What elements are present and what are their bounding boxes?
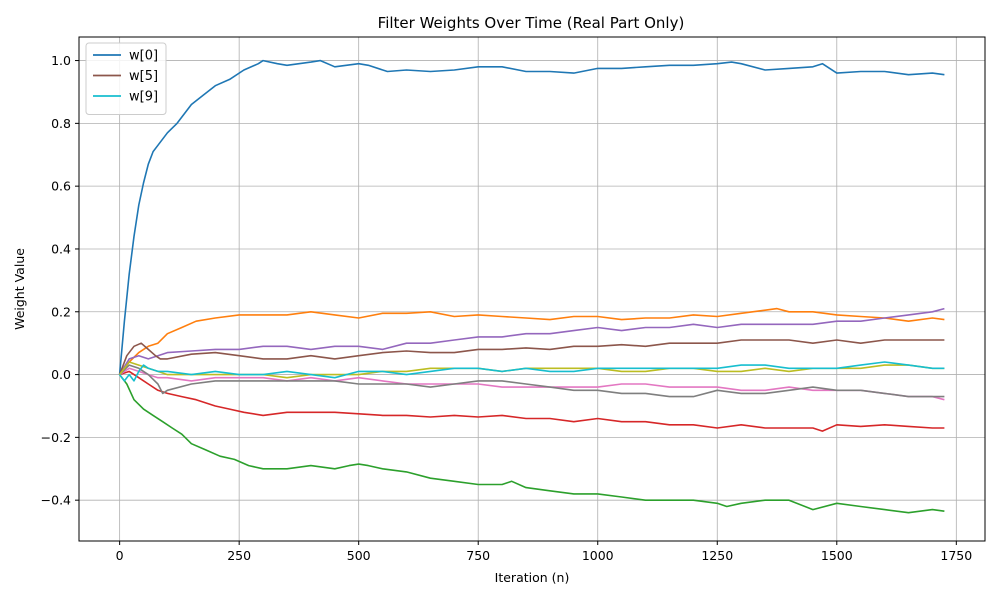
series-line-3 <box>119 370 945 432</box>
plot-frame <box>78 36 986 542</box>
y-tick-label: 0.8 <box>51 116 71 131</box>
y-tick-label: 0.2 <box>51 304 71 319</box>
legend-label: w[9] <box>129 90 158 105</box>
x-tick-label: 500 <box>347 548 371 563</box>
y-axis-label: Weight Value <box>12 248 27 330</box>
y-tick-label: 0.6 <box>51 179 71 194</box>
series-line-1 <box>118 307 945 376</box>
x-tick-label: 1000 <box>582 548 614 563</box>
legend-label: w[5] <box>129 69 158 84</box>
x-tick-label: 750 <box>466 548 490 563</box>
chart-title: Filter Weights Over Time (Real Part Only… <box>378 14 685 32</box>
x-tick-label: 0 <box>116 548 124 563</box>
y-tick-label: 0.0 <box>51 367 71 382</box>
series-line-4 <box>118 307 945 376</box>
y-tick-label: −0.4 <box>41 493 71 508</box>
legend-label: w[0] <box>129 49 158 64</box>
y-tick-label: 1.0 <box>51 53 71 68</box>
x-axis-label: Iteration (n) <box>495 570 570 585</box>
series-line-0 <box>118 59 945 375</box>
grid <box>79 37 985 541</box>
series-lines <box>118 59 945 514</box>
x-tick-label: 1250 <box>701 548 733 563</box>
series-line-5 <box>118 339 945 375</box>
x-tick-label: 1750 <box>940 548 972 563</box>
y-tick-label: 0.4 <box>51 241 71 256</box>
axis-ticks: 0 250 500 750 1000 1250 1500 1750 −0.4 −0.2 0.0 0.2… <box>41 53 973 563</box>
series-line-9 <box>118 361 945 382</box>
series-line-7 <box>119 364 945 398</box>
x-tick-label: 1500 <box>821 548 853 563</box>
legend: w[0] w[5] w[9] <box>85 42 167 115</box>
x-tick-label: 250 <box>227 548 251 563</box>
series-line-2 <box>118 374 945 514</box>
y-tick-label: −0.2 <box>41 430 71 445</box>
series-line-6 <box>119 367 945 401</box>
